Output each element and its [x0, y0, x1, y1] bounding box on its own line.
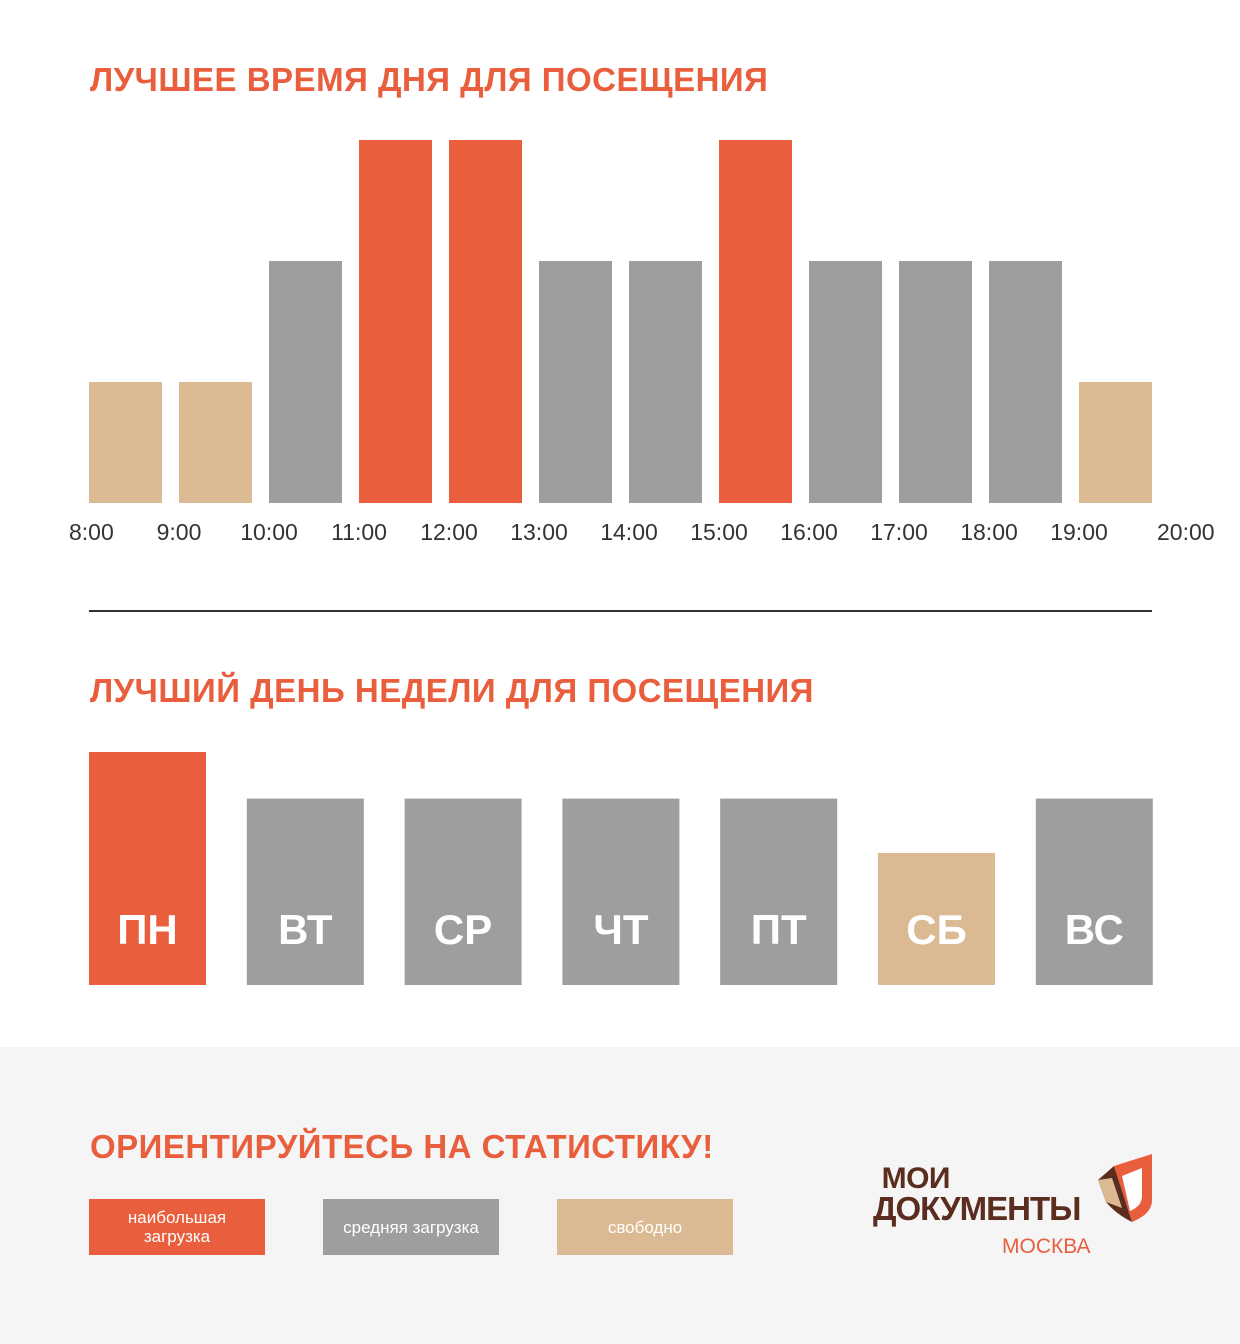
day-bar	[404, 798, 522, 985]
hour-bar	[359, 140, 432, 503]
day-label: ПТ	[751, 906, 807, 953]
footer-panel	[0, 1047, 1240, 1344]
legend-high-label: наибольшая загрузка	[127, 1208, 227, 1246]
legend-medium-label: средняя загрузка	[343, 1217, 479, 1237]
legend-free: свободно	[557, 1199, 733, 1255]
hour-bar	[449, 140, 522, 503]
hour-tick-label: 15:00	[690, 519, 748, 545]
hour-bar	[989, 261, 1062, 503]
hour-tick-label: 12:00	[420, 519, 478, 545]
day-label: ВС	[1065, 906, 1124, 953]
legend-medium-load: средняя загрузка	[323, 1199, 499, 1255]
logo-mark-beige	[1098, 1178, 1122, 1208]
logo-text-line2: ДОКУМЕНТЫ	[873, 1190, 1081, 1227]
days-bar-chart: ПН ВТ СР ЧТ ПТ СБ ВС	[89, 752, 1153, 985]
day-label: ПН	[117, 906, 178, 953]
day-bar	[878, 852, 995, 985]
hour-tick-label: 18:00	[960, 519, 1018, 545]
hours-chart-title: ЛУЧШЕЕ ВРЕМЯ ДНЯ ДЛЯ ПОСЕЩЕНИЯ	[90, 61, 769, 98]
hour-tick-label: 14:00	[600, 519, 658, 545]
hour-bar	[179, 382, 252, 503]
day-label: СБ	[906, 906, 967, 953]
logo-text-line1: МОИ	[881, 1162, 951, 1195]
hour-bar	[89, 382, 162, 503]
day-bar	[720, 798, 838, 985]
hour-tick-label: 17:00	[870, 519, 928, 545]
hour-tick-label: 9:00	[157, 519, 202, 545]
day-bar	[562, 798, 680, 985]
day-label: ЧТ	[593, 906, 649, 953]
logo-city: МОСКВА	[1002, 1235, 1091, 1258]
day-label: ВТ	[278, 906, 333, 953]
section-divider	[89, 610, 1152, 612]
day-bar	[246, 798, 364, 985]
days-chart-title: ЛУЧШИЙ ДЕНЬ НЕДЕЛИ ДЛЯ ПОСЕЩЕНИЯ	[90, 672, 814, 709]
hour-bar	[899, 261, 972, 503]
day-label: СР	[434, 906, 492, 953]
legend-free-label: свободно	[607, 1217, 683, 1237]
hour-tick-label: 16:00	[780, 519, 838, 545]
hour-bar	[1079, 382, 1152, 503]
hour-bar	[269, 261, 342, 503]
hour-tick-label: 20:00	[1157, 519, 1215, 545]
logo-mark-white	[1122, 1168, 1142, 1211]
hour-tick-label: 8:00	[69, 519, 114, 545]
day-bar	[1035, 798, 1153, 985]
day-bar	[89, 752, 206, 985]
moi-dokumenty-logo: МОИ ДОКУМЕНТЫ МОСКВА	[870, 1148, 1160, 1263]
logo-mark-icon	[1098, 1154, 1152, 1222]
hour-tick-label: 11:00	[331, 519, 387, 545]
hour-bar	[539, 261, 612, 503]
hour-bar	[629, 261, 702, 503]
hours-bar-chart: 8:00 9:00 10:00 11:00 12:00 13:00 14:00 15:00 16…	[69, 140, 1215, 545]
hour-tick-label: 10:00	[240, 519, 298, 545]
hour-bar	[719, 140, 792, 503]
hour-tick-label: 13:00	[510, 519, 568, 545]
hour-bar	[809, 261, 882, 503]
legend-high-load: наибольшая загрузка	[89, 1199, 265, 1255]
hour-tick-label: 19:00	[1050, 519, 1108, 545]
footer-title: ОРИЕНТИРУЙТЕСЬ НА СТАТИСТИКУ!	[90, 1128, 714, 1165]
